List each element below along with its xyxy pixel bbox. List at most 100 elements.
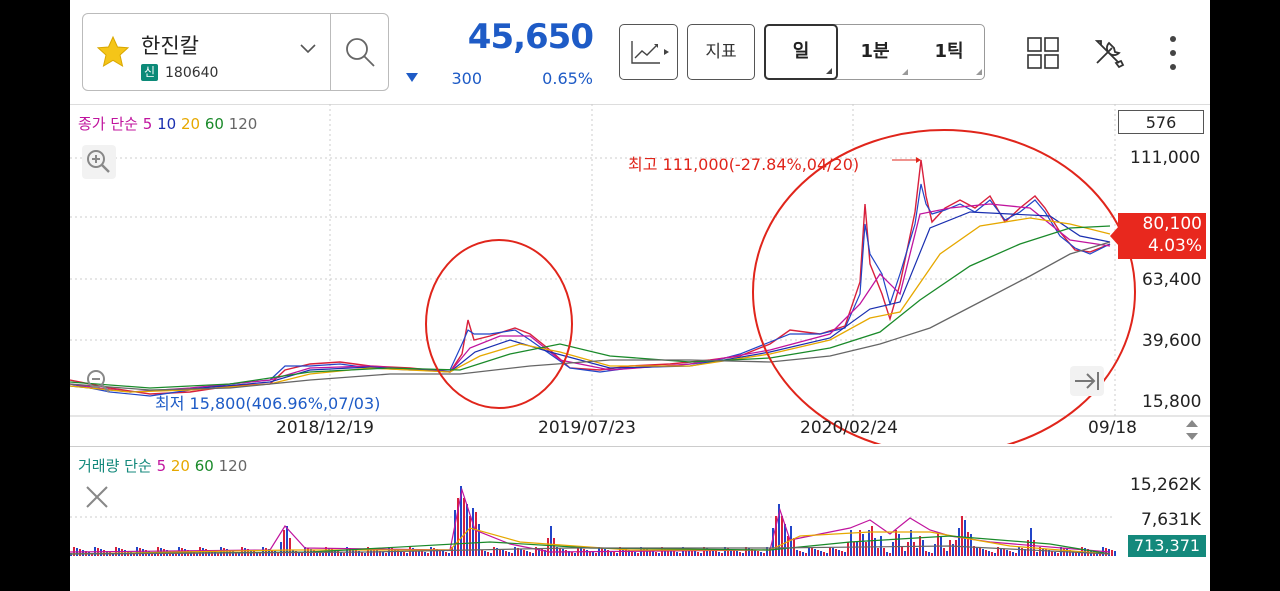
volume-bar (709, 549, 711, 556)
volume-bar (649, 550, 651, 556)
volume-bar (880, 536, 882, 556)
period-1tick[interactable]: 1틱 (912, 25, 986, 79)
volume-bar (922, 540, 924, 556)
stock-selector[interactable]: 한진칼 신 180640 (82, 13, 389, 91)
market-badge: 신 (141, 64, 158, 81)
vma5-line (70, 487, 1111, 553)
volume-bar (670, 550, 672, 556)
chart-type-button[interactable] (619, 24, 678, 80)
volume-bar (298, 552, 300, 556)
volume-bar (511, 553, 513, 556)
volume-bar (508, 552, 510, 556)
volume-bar (688, 549, 690, 556)
volume-bar (853, 542, 855, 556)
jump-to-end-icon[interactable] (1070, 366, 1104, 396)
volume-bar (604, 549, 606, 556)
annotation-circle (752, 129, 1136, 444)
ma5-line (70, 203, 1111, 393)
volume-bar (454, 510, 456, 556)
ma20-line (70, 217, 1111, 393)
visible-count[interactable]: 576 (1118, 110, 1204, 134)
volume-bar (469, 516, 471, 556)
volume-bar (889, 553, 891, 556)
volume-bar (802, 552, 804, 556)
star-icon[interactable] (95, 34, 131, 70)
volume-bar (895, 530, 897, 556)
volume-bar (745, 547, 747, 556)
volume-bar (610, 551, 612, 556)
grid-icon[interactable] (1026, 36, 1060, 70)
volume-bar (970, 534, 972, 556)
chevron-down-icon[interactable] (298, 38, 318, 58)
volume-bar (196, 553, 198, 556)
zoom-out-icon[interactable] (82, 365, 116, 399)
volume-bar (856, 542, 858, 556)
period-day[interactable]: 일 (764, 24, 838, 80)
current-price: 45,650 (467, 17, 594, 57)
volume-bar (997, 547, 999, 556)
volume-bar (700, 553, 702, 556)
search-icon[interactable] (342, 34, 378, 70)
volume-bar (343, 553, 345, 556)
volume-bar (730, 549, 732, 556)
volume-bar (1021, 548, 1023, 556)
volume-bar (928, 552, 930, 556)
volume-chart[interactable] (70, 470, 1120, 558)
close-icon[interactable] (84, 484, 110, 510)
volume-bar (514, 547, 516, 556)
volume-bar (460, 486, 462, 556)
more-vertical-icon[interactable] (1166, 33, 1180, 73)
volume-bar (280, 542, 282, 556)
volume-bar (433, 548, 435, 556)
volume-bar (907, 542, 909, 556)
volume-legend[interactable]: 거래량 단순 5 20 60 120 (78, 455, 247, 476)
price-chart-legend[interactable]: 종가 단순 5 10 20 60 120 (78, 113, 257, 134)
volume-bar (898, 534, 900, 556)
volume-bar (823, 552, 825, 556)
volume-bar (1006, 550, 1008, 556)
volume-bar (313, 550, 315, 556)
volume-bar (967, 532, 969, 556)
volume-bar (382, 552, 384, 556)
volume-bar (685, 548, 687, 556)
volume-bar (256, 552, 258, 556)
volume-bar (862, 534, 864, 556)
volume-bar (784, 524, 786, 556)
tag-price: 80,100 (1142, 214, 1202, 234)
period-day-label: 일 (792, 41, 810, 62)
volume-bar (835, 549, 837, 556)
home-indicator[interactable] (475, 571, 805, 578)
down-triangle-icon (406, 73, 418, 82)
volume-bar (676, 552, 678, 556)
volume-bar (706, 548, 708, 556)
period-1min[interactable]: 1분 (838, 25, 912, 79)
y-label: 39,600 (1142, 331, 1202, 351)
volume-bar (787, 536, 789, 556)
tools-icon[interactable] (1092, 36, 1126, 70)
x-label: 09/18 (1088, 418, 1137, 438)
volume-bar (910, 530, 912, 556)
volume-bar (337, 551, 339, 556)
volume-bar (886, 552, 888, 556)
y-label: 63,400 (1142, 270, 1202, 290)
low-annotation: 최저 15,800(406.96%,07/03) (155, 394, 381, 413)
volume-bar (715, 551, 717, 556)
volume-bar (742, 553, 744, 556)
volume-bar (526, 551, 528, 556)
volume-bar (475, 512, 477, 556)
volume-bar (259, 553, 261, 556)
volume-bar (1039, 547, 1041, 556)
indicator-button[interactable]: 지표 (687, 24, 755, 80)
volume-bar (631, 551, 633, 556)
volume-bar (496, 548, 498, 556)
high-annotation: 최고 111,000(-27.84%,04/20) (628, 155, 860, 174)
zoom-in-icon[interactable] (82, 145, 116, 179)
price-chart[interactable] (70, 104, 1210, 444)
volume-bar (667, 549, 669, 556)
scroll-arrows-icon[interactable] (1184, 418, 1200, 442)
volume-bar (658, 553, 660, 556)
volume-bar (655, 552, 657, 556)
volume-bar (1042, 548, 1044, 556)
volume-bar (904, 551, 906, 556)
volume-bar (283, 530, 285, 556)
